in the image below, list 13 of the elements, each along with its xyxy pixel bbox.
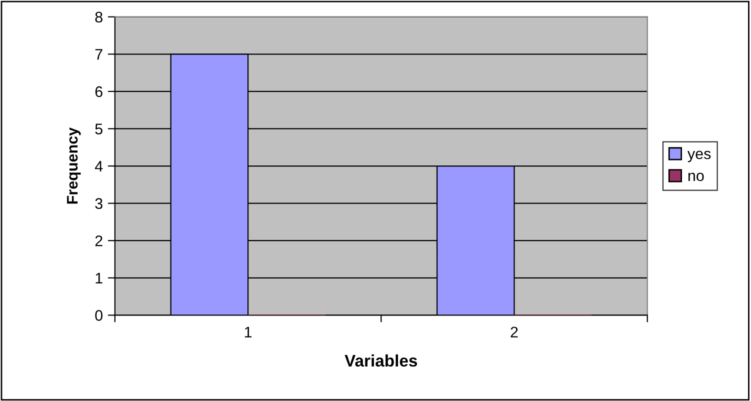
- y-tick-label: 5: [95, 124, 102, 134]
- y-tick-label: 1: [96, 272, 102, 284]
- y-tick-label: 8: [95, 12, 102, 23]
- legend-label: no: [688, 172, 704, 182]
- y-tick-label: 7: [95, 49, 102, 60]
- y-tick-label: 3: [95, 198, 102, 209]
- y-axis-title: Frequency: [67, 127, 81, 204]
- y-tick-label: 2: [95, 235, 102, 246]
- legend-label: yes: [687, 150, 711, 162]
- y-tick-label: 6: [95, 86, 102, 98]
- x-axis-title: Variables: [344, 354, 418, 367]
- y-tick-label: 4: [94, 161, 103, 172]
- y-tick-label: 0: [95, 310, 102, 321]
